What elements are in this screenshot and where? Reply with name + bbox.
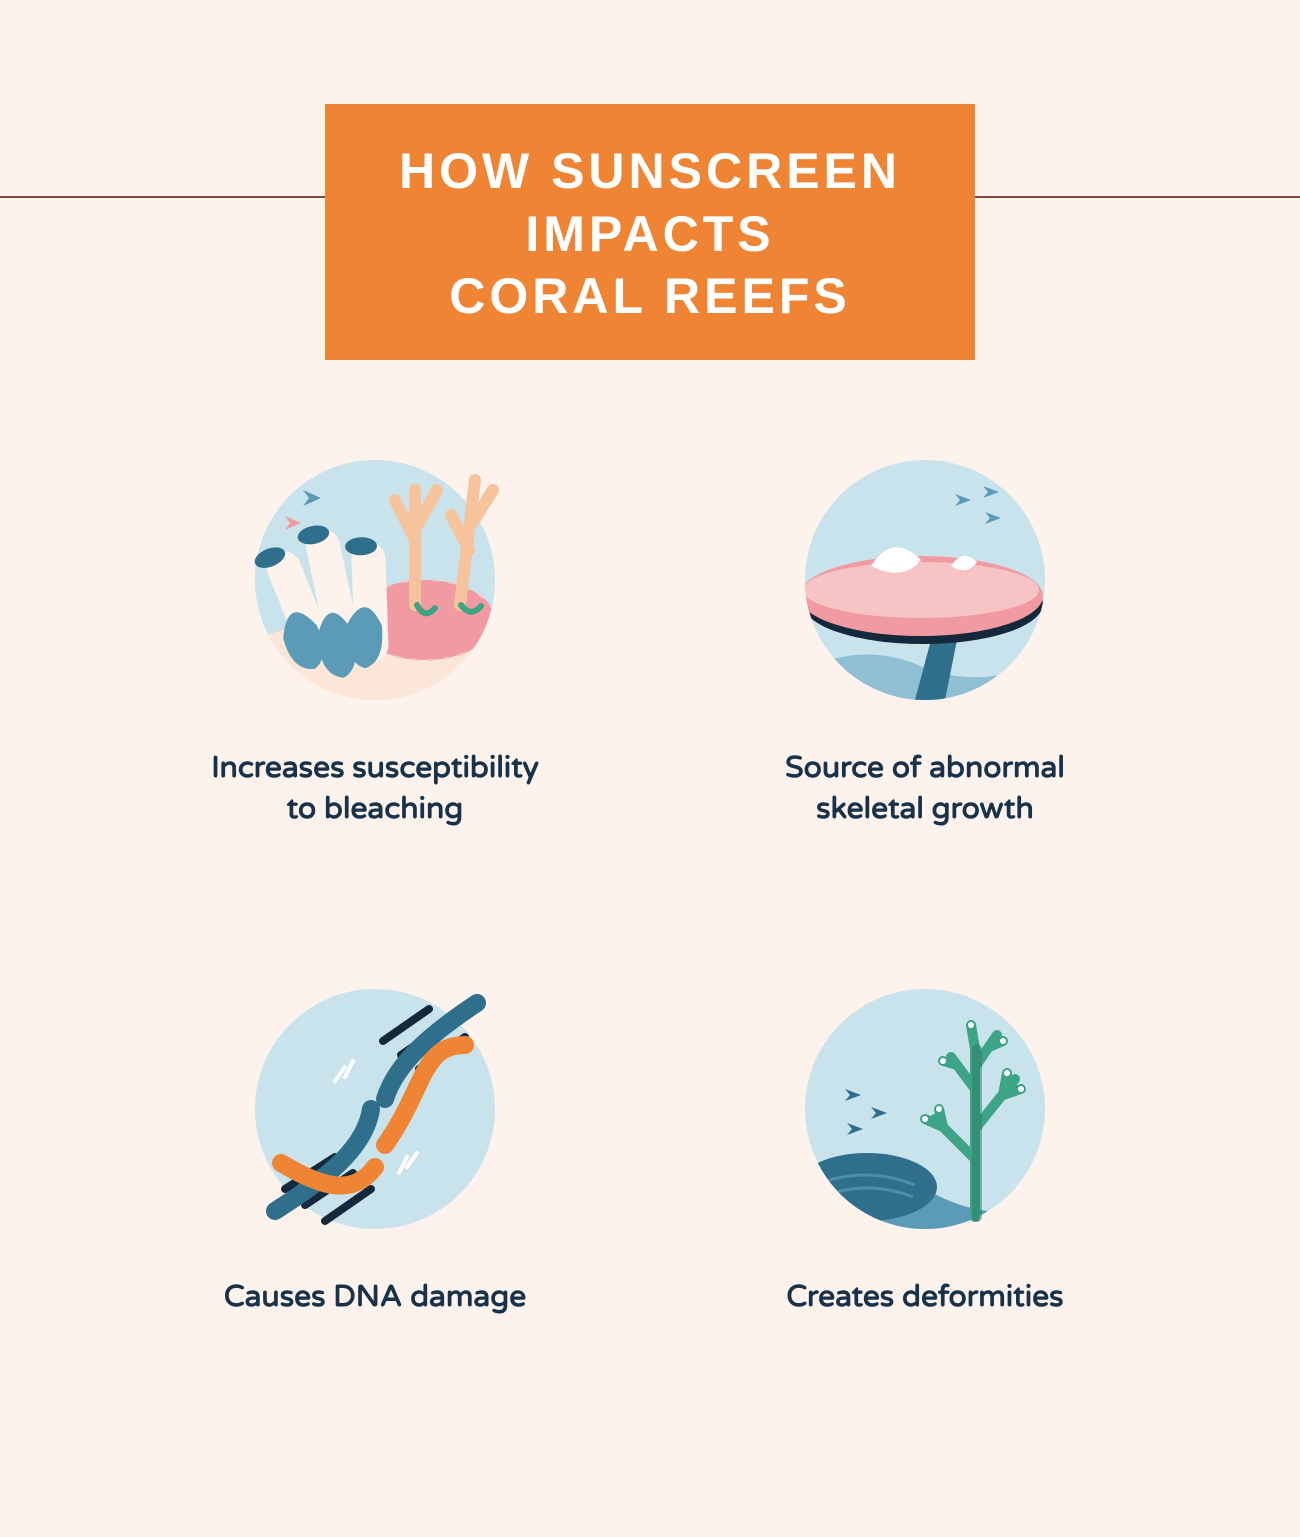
cell-bleaching: Increases susceptibility to bleaching [120, 420, 630, 829]
caption-line: Increases susceptibility [211, 748, 538, 789]
cell-skeletal: Source of abnormal skeletal growth [670, 420, 1180, 829]
caption-bleaching: Increases susceptibility to bleaching [211, 748, 538, 829]
icon-grid: Increases susceptibility to bleaching [0, 420, 1300, 1318]
title-box: HOW SUNSCREEN IMPACTS CORAL REEFS [325, 104, 975, 360]
cell-deform: Creates deformities [670, 949, 1180, 1318]
skeletal-growth-icon [775, 420, 1075, 720]
caption-line: Source of abnormal [785, 748, 1065, 789]
coral-bleaching-icon [225, 420, 525, 720]
caption-dna: Causes DNA damage [224, 1277, 526, 1318]
title-line-2: CORAL REEFS [385, 265, 915, 328]
cell-dna: Causes DNA damage [120, 949, 630, 1318]
title-line-1: HOW SUNSCREEN IMPACTS [385, 140, 915, 265]
caption-line: skeletal growth [785, 789, 1065, 830]
caption-deform: Creates deformities [786, 1277, 1063, 1318]
caption-line: Creates deformities [786, 1277, 1063, 1318]
caption-skeletal: Source of abnormal skeletal growth [785, 748, 1065, 829]
deformities-icon [775, 949, 1075, 1249]
caption-line: Causes DNA damage [224, 1277, 526, 1318]
infographic-canvas: HOW SUNSCREEN IMPACTS CORAL REEFS [0, 0, 1300, 1537]
caption-line: to bleaching [211, 789, 538, 830]
dna-damage-icon [225, 949, 525, 1249]
